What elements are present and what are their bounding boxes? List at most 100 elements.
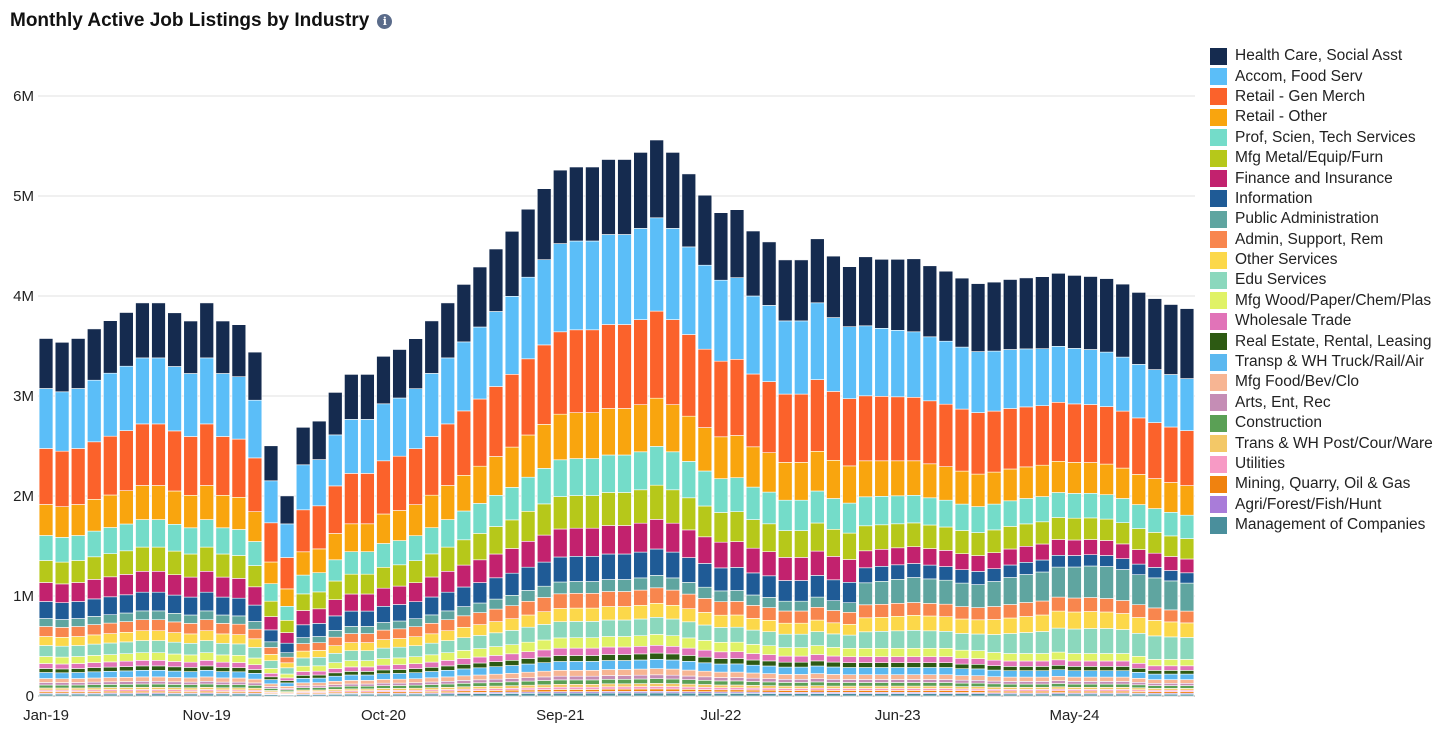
bar-segment[interactable] (536, 468, 552, 505)
bar-segment[interactable] (408, 504, 423, 537)
bar-segment[interactable] (810, 631, 825, 646)
bar-segment[interactable] (778, 320, 793, 395)
bar-segment[interactable] (810, 645, 825, 655)
bar-segment[interactable] (279, 588, 295, 607)
bar-segment[interactable] (922, 656, 938, 664)
bar-segment[interactable] (215, 654, 231, 663)
bar-segment[interactable] (729, 687, 745, 691)
bar-segment[interactable] (585, 495, 600, 529)
bar-segment[interactable] (392, 620, 407, 630)
bar-segment[interactable] (536, 680, 552, 686)
bar-segment[interactable] (87, 681, 102, 685)
bar-segment[interactable] (1163, 535, 1179, 557)
bar-segment[interactable] (745, 295, 761, 375)
bar-segment[interactable] (1002, 604, 1018, 619)
bar-segment[interactable] (472, 674, 488, 681)
bar-segment[interactable] (103, 576, 118, 598)
bar-segment[interactable] (392, 646, 407, 659)
bar-segment[interactable] (38, 645, 54, 657)
bar-segment[interactable] (440, 570, 455, 593)
bar-segment[interactable] (649, 678, 664, 684)
bar-segment[interactable] (504, 618, 520, 631)
bar-segment[interactable] (328, 668, 343, 674)
bar-segment[interactable] (1083, 666, 1098, 672)
bar-segment[interactable] (456, 658, 472, 665)
bar-segment[interactable] (1067, 275, 1082, 349)
bar-segment[interactable] (778, 622, 793, 635)
bar-segment[interactable] (890, 258, 905, 331)
bar-segment[interactable] (167, 523, 182, 552)
bar-segment[interactable] (569, 621, 584, 639)
bar-segment[interactable] (231, 654, 247, 663)
bar-segment[interactable] (279, 682, 295, 687)
bar-segment[interactable] (729, 614, 745, 628)
bar-segment[interactable] (569, 495, 584, 529)
bar-segment[interactable] (456, 284, 472, 343)
bar-segment[interactable] (665, 589, 680, 606)
bar-segment[interactable] (745, 519, 761, 549)
bar-segment[interactable] (504, 487, 520, 521)
bar-segment[interactable] (617, 591, 632, 607)
bar-segment[interactable] (601, 492, 616, 526)
bar-segment[interactable] (103, 633, 118, 644)
bar-segment[interactable] (54, 636, 70, 647)
bar-segment[interactable] (38, 582, 54, 602)
bar-segment[interactable] (119, 681, 134, 685)
bar-segment[interactable] (103, 670, 118, 678)
bar-segment[interactable] (456, 650, 472, 659)
legend-item[interactable]: Agri/Forest/Fish/Hunt (1210, 495, 1433, 515)
bar-segment[interactable] (344, 642, 359, 651)
bar-segment[interactable] (858, 682, 873, 687)
bar-segment[interactable] (1147, 577, 1163, 609)
bar-segment[interactable] (119, 312, 134, 367)
bar-segment[interactable] (553, 692, 568, 697)
bar-segment[interactable] (1067, 403, 1082, 463)
bar-segment[interactable] (167, 666, 182, 672)
bar-segment[interactable] (231, 597, 247, 617)
bar-segment[interactable] (1067, 666, 1082, 672)
bar-segment[interactable] (794, 320, 809, 395)
legend-item[interactable]: Health Care, Social Asst (1210, 46, 1433, 66)
bar-segment[interactable] (328, 559, 343, 582)
bar-segment[interactable] (263, 480, 279, 524)
bar-segment[interactable] (890, 523, 905, 549)
bar-segment[interactable] (1131, 504, 1146, 529)
bar-segment[interactable] (1019, 348, 1034, 408)
bar-segment[interactable] (167, 661, 182, 668)
bar-segment[interactable] (1147, 298, 1163, 370)
bar-segment[interactable] (729, 277, 745, 360)
bar-segment[interactable] (1131, 684, 1146, 689)
bar-segment[interactable] (520, 476, 536, 512)
bar-segment[interactable] (167, 687, 182, 690)
bar-segment[interactable] (761, 631, 777, 647)
bar-segment[interactable] (826, 556, 841, 581)
bar-segment[interactable] (906, 602, 921, 616)
bar-segment[interactable] (954, 408, 970, 472)
bar-segment[interactable] (1115, 693, 1130, 697)
bar-segment[interactable] (424, 622, 439, 635)
bar-segment[interactable] (1099, 518, 1114, 541)
bar-segment[interactable] (38, 504, 54, 536)
bar-segment[interactable] (295, 509, 311, 553)
bar-segment[interactable] (649, 652, 664, 660)
bar-segment[interactable] (472, 398, 488, 467)
bar-segment[interactable] (360, 671, 375, 676)
bar-segment[interactable] (151, 676, 166, 682)
bar-segment[interactable] (649, 634, 664, 646)
bar-segment[interactable] (231, 684, 247, 689)
bar-segment[interactable] (826, 255, 841, 318)
bar-segment[interactable] (633, 551, 648, 579)
bar-segment[interactable] (569, 661, 584, 671)
bar-segment[interactable] (922, 336, 938, 402)
bar-segment[interactable] (1099, 540, 1114, 556)
bar-segment[interactable] (1067, 462, 1082, 494)
bar-segment[interactable] (119, 641, 134, 655)
bar-segment[interactable] (520, 590, 536, 602)
bar-segment[interactable] (119, 660, 134, 667)
bar-segment[interactable] (842, 266, 857, 328)
bar-segment[interactable] (344, 573, 359, 595)
bar-segment[interactable] (1019, 670, 1034, 678)
bar-segment[interactable] (938, 647, 954, 657)
bar-segment[interactable] (1099, 494, 1114, 520)
bar-segment[interactable] (1131, 364, 1146, 419)
